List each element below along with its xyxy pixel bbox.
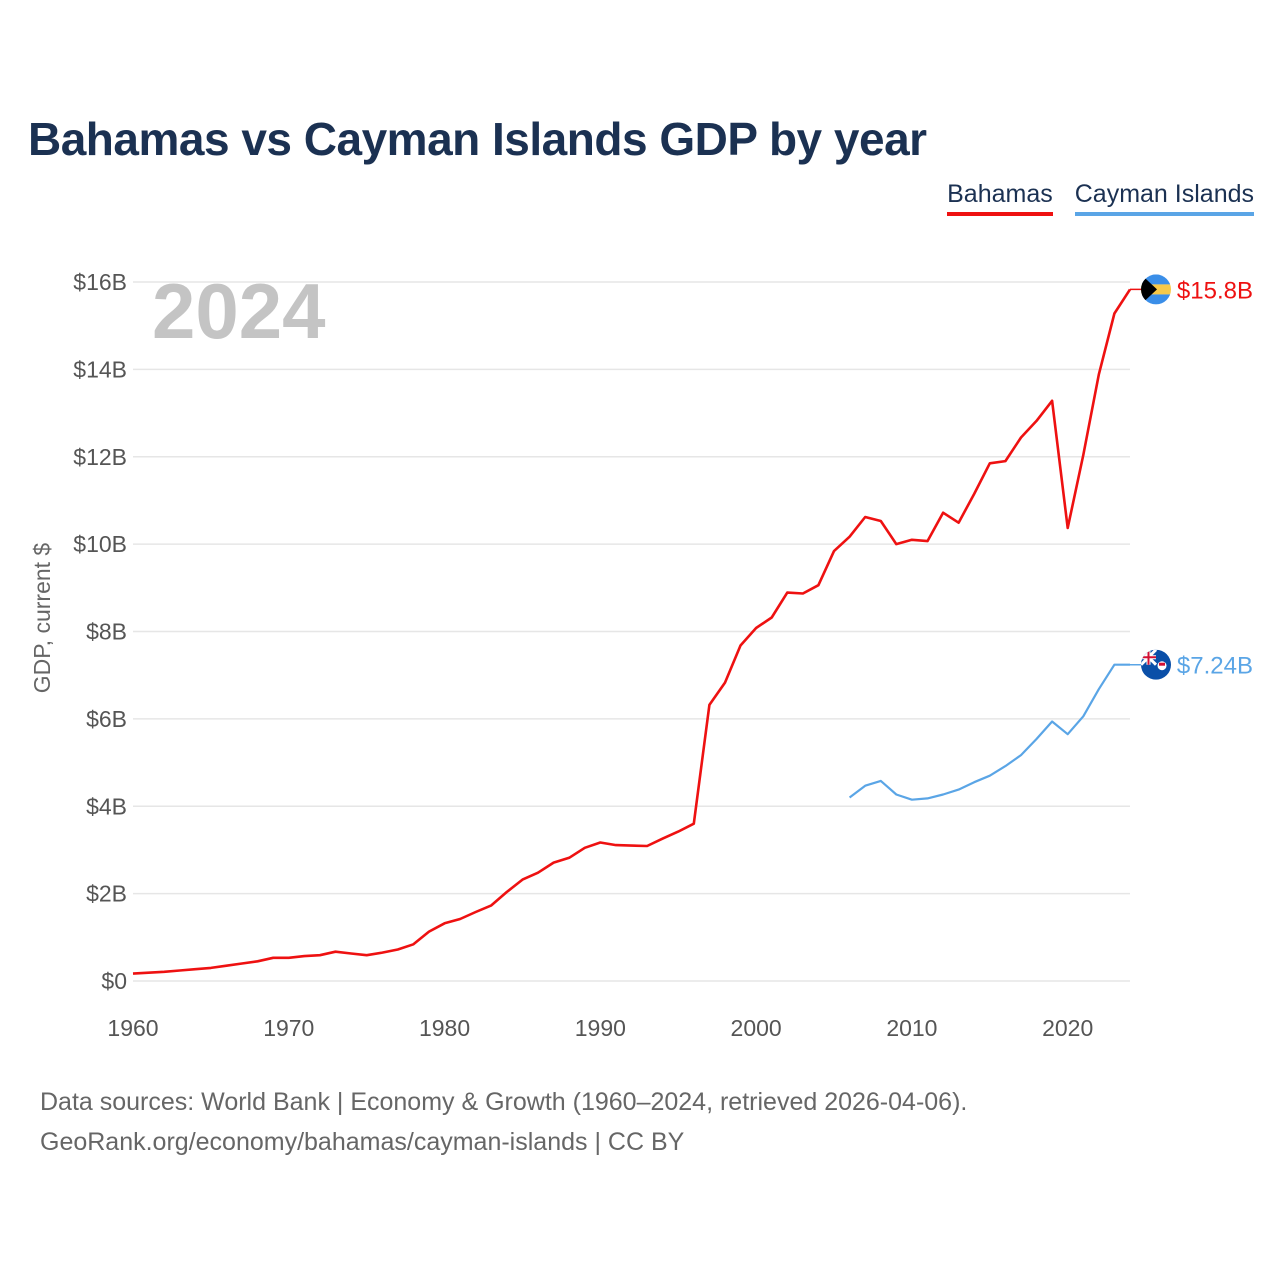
series-lines [132, 288, 1132, 975]
y-tick-label: $10B [73, 531, 127, 557]
source-line-1: Data sources: World Bank | Economy & Gro… [40, 1088, 968, 1116]
x-tick-label: 2010 [886, 1015, 937, 1041]
end-value-label-cayman-islands: $7.24B [1177, 653, 1253, 680]
y-tick-label: $12B [73, 444, 127, 470]
data-sources: Data sources: World Bank | Economy & Gro… [40, 1082, 967, 1162]
series-line-bahamas [132, 288, 1132, 975]
series-line-cayman-islands [848, 663, 1130, 801]
x-tick-label: 2000 [731, 1015, 782, 1041]
end-labels: $15.8B $7.24B [1177, 277, 1253, 679]
y-axis-label: GDP, current $ [29, 543, 55, 694]
x-tick-label: 1980 [419, 1015, 470, 1041]
y-tick-label: $2B [86, 881, 127, 907]
x-tick-label: 1970 [263, 1015, 314, 1041]
x-tick-label: 2020 [1042, 1015, 1093, 1041]
y-tick-label: $16B [73, 269, 127, 295]
cayman-islands-flag-icon [1141, 649, 1171, 680]
y-tick-label: $8B [86, 619, 127, 645]
y-tick-label: $14B [73, 356, 127, 382]
x-tick-label: 1990 [575, 1015, 626, 1041]
y-axis-ticks: $0 $2B $4B $6B $8B $10B $12B $14B $16B [73, 269, 127, 994]
x-tick-label: 1960 [107, 1015, 158, 1041]
end-label-connectors [1130, 288, 1156, 666]
chart-title: Bahamas vs Cayman Islands GDP by year [28, 113, 927, 165]
bahamas-flag-icon [1141, 274, 1171, 305]
legend: Bahamas Cayman Islands [947, 180, 1254, 216]
y-tick-label: $4B [86, 793, 127, 819]
y-tick-label: $0 [101, 968, 127, 994]
current-year-label: 2024 [152, 267, 326, 355]
legend-item-cayman-islands[interactable]: Cayman Islands [1074, 180, 1254, 216]
end-value-label-bahamas: $15.8B [1177, 277, 1253, 304]
y-tick-label: $6B [86, 706, 127, 732]
legend-item-bahamas[interactable]: Bahamas [947, 180, 1053, 216]
grid-lines [133, 281, 1130, 982]
source-line-2[interactable]: GeoRank.org/economy/bahamas/cayman-islan… [40, 1128, 685, 1156]
x-axis-ticks: 1960 1970 1980 1990 2000 2010 2020 [107, 1015, 1093, 1041]
